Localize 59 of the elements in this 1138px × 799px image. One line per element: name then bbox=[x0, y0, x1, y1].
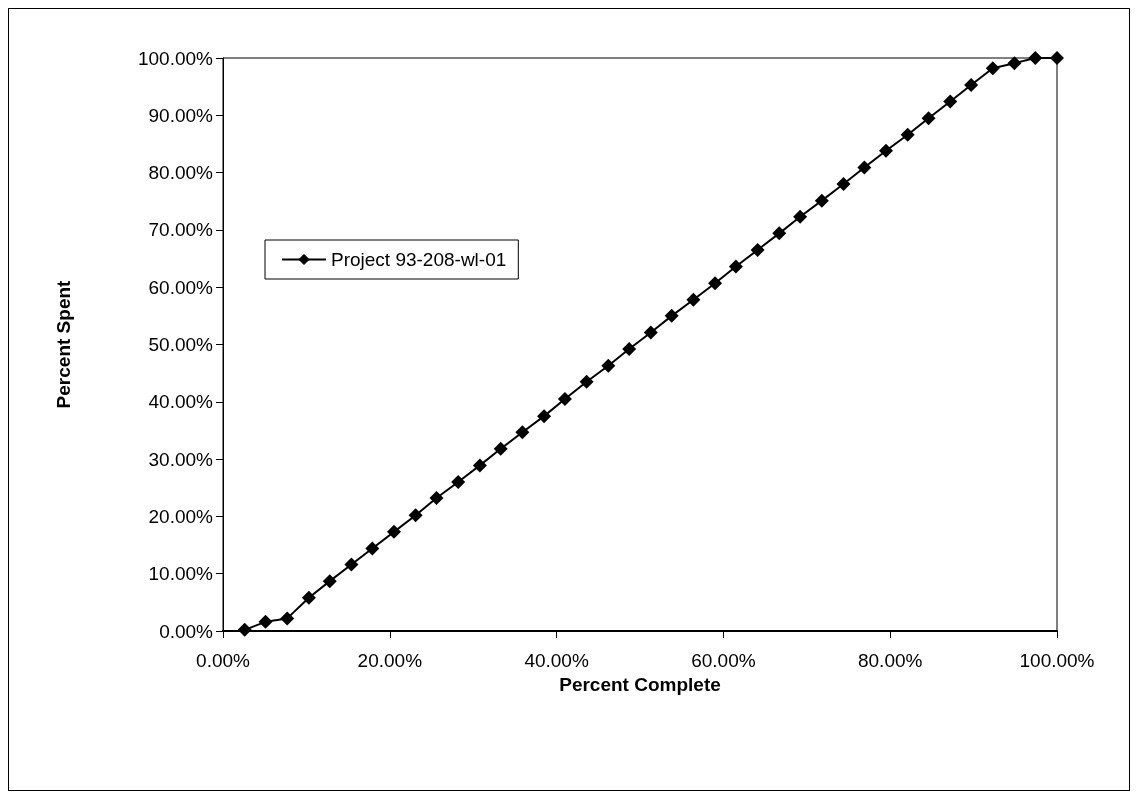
point bbox=[1007, 56, 1022, 71]
legend-label: Project 93-208-wl-01 bbox=[331, 249, 507, 270]
point bbox=[429, 491, 444, 506]
point bbox=[686, 292, 701, 307]
point bbox=[451, 475, 466, 490]
x-tick-label: 40.00% bbox=[524, 650, 589, 671]
y-tick-label: 0.00% bbox=[159, 620, 214, 642]
point bbox=[708, 276, 723, 291]
x-tick-label: 0.00% bbox=[196, 650, 251, 671]
point bbox=[772, 226, 787, 241]
point bbox=[750, 242, 765, 257]
point bbox=[579, 374, 594, 389]
point bbox=[964, 77, 979, 92]
x-tick-label: 60.00% bbox=[691, 650, 756, 671]
point bbox=[900, 127, 915, 142]
point bbox=[622, 342, 637, 357]
point bbox=[943, 94, 958, 109]
x-tick-label: 100.00% bbox=[1019, 650, 1095, 671]
y-tick-label: 50.00% bbox=[148, 334, 214, 355]
point bbox=[728, 259, 743, 274]
point bbox=[386, 524, 401, 539]
point bbox=[1050, 51, 1064, 65]
point bbox=[408, 508, 423, 523]
y-tick-label: 100.00% bbox=[137, 47, 214, 69]
y-tick-label: 10.00% bbox=[148, 563, 214, 585]
x-axis-title: Percent Complete bbox=[559, 673, 721, 695]
point bbox=[258, 614, 273, 629]
y-tick-label: 60.00% bbox=[148, 276, 214, 298]
point bbox=[537, 409, 552, 424]
point bbox=[344, 557, 359, 572]
point bbox=[322, 574, 337, 589]
point bbox=[793, 209, 808, 224]
point bbox=[836, 177, 851, 192]
y-tick-label: 90.00% bbox=[148, 104, 214, 126]
point bbox=[365, 541, 380, 556]
point bbox=[280, 611, 295, 626]
y-axis-title: Percent Spent bbox=[53, 279, 74, 409]
y-tick-label: 30.00% bbox=[148, 448, 214, 470]
point bbox=[301, 590, 316, 605]
point bbox=[985, 61, 1000, 76]
y-tick-label: 80.00% bbox=[148, 162, 214, 184]
point bbox=[1028, 51, 1043, 65]
point bbox=[472, 458, 487, 473]
point bbox=[814, 193, 829, 208]
point bbox=[515, 425, 530, 440]
point bbox=[879, 143, 894, 158]
point bbox=[664, 308, 679, 323]
point bbox=[857, 160, 872, 175]
y-tick-label: 40.00% bbox=[148, 391, 214, 413]
point bbox=[557, 391, 572, 406]
point bbox=[643, 325, 658, 340]
point bbox=[237, 622, 252, 637]
point bbox=[601, 358, 616, 373]
x-tick-label: 20.00% bbox=[357, 650, 423, 671]
point bbox=[921, 111, 936, 126]
y-tick-label: 70.00% bbox=[148, 219, 214, 241]
y-tick-label: 20.00% bbox=[148, 505, 214, 527]
point bbox=[493, 441, 508, 456]
x-tick-label: 80.00% bbox=[857, 650, 923, 671]
